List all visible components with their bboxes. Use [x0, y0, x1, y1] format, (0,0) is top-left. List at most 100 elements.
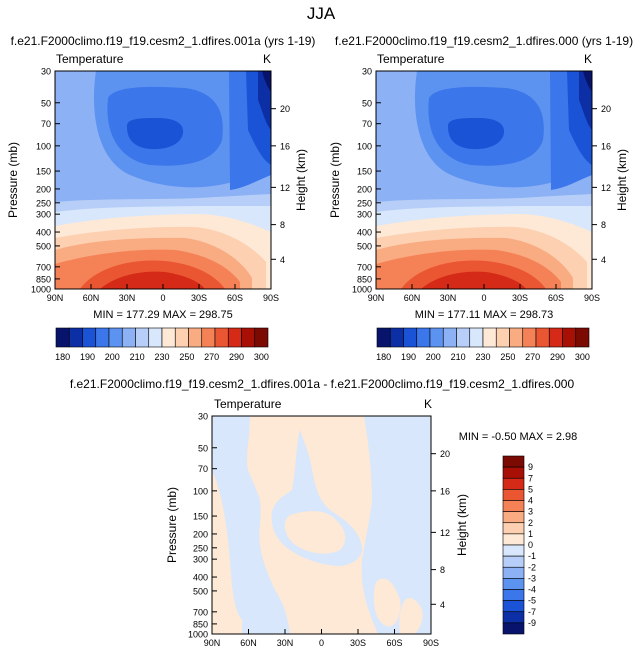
panel-1-height-axis: 20 16 12 8 4	[271, 104, 290, 265]
y-tick-label: 700	[193, 607, 208, 617]
y-tick-label: 500	[357, 241, 372, 251]
colorbar-label: 270	[204, 352, 219, 362]
y-tick-label: 50	[41, 98, 51, 108]
y-tick-label: 500	[36, 241, 51, 251]
y-tick-label: 100	[193, 486, 208, 496]
panel-1-min-max: MIN = 177.29 MAX = 298.75	[93, 309, 232, 321]
y-tick-label: 400	[357, 228, 372, 238]
y-tick-label: 50	[362, 98, 372, 108]
colorbar-label: 300	[575, 352, 590, 362]
y-tick-label: 70	[362, 119, 372, 129]
y-tick-label: 250	[357, 198, 372, 208]
height-tick-label: 4	[601, 255, 606, 265]
colorbar-swatch	[161, 327, 176, 348]
y-tick-label: 300	[36, 210, 51, 220]
colorbar-label: 4	[528, 496, 533, 506]
colorbar-swatch	[148, 327, 163, 348]
x-tick-label: 60N	[404, 293, 421, 303]
panel-2-height-axis: 20 16 12 8 4	[592, 104, 611, 265]
colorbar-label: 200	[426, 352, 441, 362]
y-tick-label: 850	[36, 274, 51, 284]
panel-2-height-axis-title: Height (km)	[615, 149, 629, 211]
colorbar-swatch	[429, 327, 444, 348]
y-tick-label: 30	[362, 67, 372, 77]
colorbar-swatch	[442, 327, 457, 348]
colorbar-label: 250	[500, 352, 515, 362]
x-tick-label: 60S	[227, 293, 243, 303]
panel-2-units-label: K	[584, 52, 592, 66]
y-tick-label: 200	[36, 184, 51, 194]
height-tick-label: 20	[440, 449, 450, 459]
panel-3-height-axis: 20 16 12 8 4	[431, 449, 450, 610]
y-tick-label: 1000	[31, 285, 51, 295]
x-tick-label: 0	[319, 638, 324, 648]
colorbar-label: 250	[179, 352, 194, 362]
colorbar-label: 2	[528, 518, 533, 528]
height-tick-label: 20	[280, 104, 290, 114]
y-tick-label: 100	[36, 141, 51, 151]
panel-2-title: f.e21.F2000climo.f19_f19.cesm2_1.dfires.…	[335, 34, 633, 48]
panel-3-units-label: K	[424, 397, 432, 411]
height-tick-label: 8	[601, 220, 606, 230]
y-tick-label: 700	[36, 262, 51, 272]
colorbar-label: 230	[475, 352, 490, 362]
panel-3-y-axis-title: Pressure (mb)	[165, 487, 179, 563]
y-tick-label: 150	[357, 167, 372, 177]
colorbar-label: 230	[154, 352, 169, 362]
x-tick-label: 30N	[277, 638, 294, 648]
colorbar-swatch	[522, 327, 537, 348]
colorbar-swatch	[502, 455, 525, 468]
colorbar-swatch	[502, 500, 525, 512]
colorbar-swatch	[254, 327, 269, 348]
colorbar-label: 210	[451, 352, 466, 362]
x-tick-label: 0	[481, 293, 486, 303]
colorbar-swatch	[188, 327, 203, 348]
panel-2-contour-plot	[376, 71, 592, 289]
colorbar-swatch	[502, 611, 525, 624]
height-tick-label: 8	[280, 220, 285, 230]
panel-3-variable-label: Temperature	[214, 397, 282, 411]
colorbar-swatch	[469, 327, 484, 348]
colorbar-label: -2	[528, 562, 536, 572]
y-tick-label: 300	[357, 210, 372, 220]
colorbar-label: 290	[229, 352, 244, 362]
x-tick-label: 0	[160, 293, 165, 303]
colorbar-swatch	[502, 566, 525, 579]
x-tick-label: 30S	[512, 293, 528, 303]
panel-1-title: f.e21.F2000climo.f19_f19.cesm2_1.dfires.…	[11, 34, 316, 48]
y-tick-label: 30	[41, 67, 51, 77]
x-tick-label: 90N	[204, 638, 221, 648]
panel-1-colorbar: 180 190 200 210 230 250 270 290 300	[55, 327, 269, 362]
colorbar-label: 290	[550, 352, 565, 362]
colorbar-label: -4	[528, 585, 536, 595]
colorbar-label: 200	[105, 352, 120, 362]
x-tick-label: 90S	[263, 293, 279, 303]
colorbar-swatch	[495, 327, 510, 348]
y-tick-label: 70	[41, 119, 51, 129]
colorbar-swatch	[227, 327, 242, 348]
colorbar-label: -9	[528, 618, 536, 628]
colorbar-label: 3	[528, 507, 533, 517]
colorbar-swatch	[456, 327, 471, 348]
x-tick-label: 90N	[47, 293, 64, 303]
x-tick-label: 30S	[350, 638, 366, 648]
colorbar-swatch	[201, 327, 216, 348]
y-tick-label: 1000	[188, 630, 208, 640]
height-tick-label: 12	[440, 528, 450, 538]
panel-3-title: f.e21.F2000climo.f19_f19.cesm2_1.dfires.…	[70, 377, 575, 391]
colorbar-label: 190	[80, 352, 95, 362]
colorbar-swatch	[55, 327, 70, 348]
colorbar-label: -3	[528, 573, 536, 583]
x-tick-label: 60N	[240, 638, 257, 648]
colorbar-swatch	[502, 511, 525, 524]
height-tick-label: 16	[601, 141, 611, 151]
colorbar-swatch	[502, 600, 525, 613]
colorbar-swatch	[509, 327, 524, 348]
colorbar-swatch	[502, 544, 525, 557]
colorbar-swatch	[502, 466, 525, 479]
panel-3-min-max: MIN = -0.50 MAX = 2.98	[459, 431, 578, 443]
colorbar-swatch	[121, 327, 136, 348]
